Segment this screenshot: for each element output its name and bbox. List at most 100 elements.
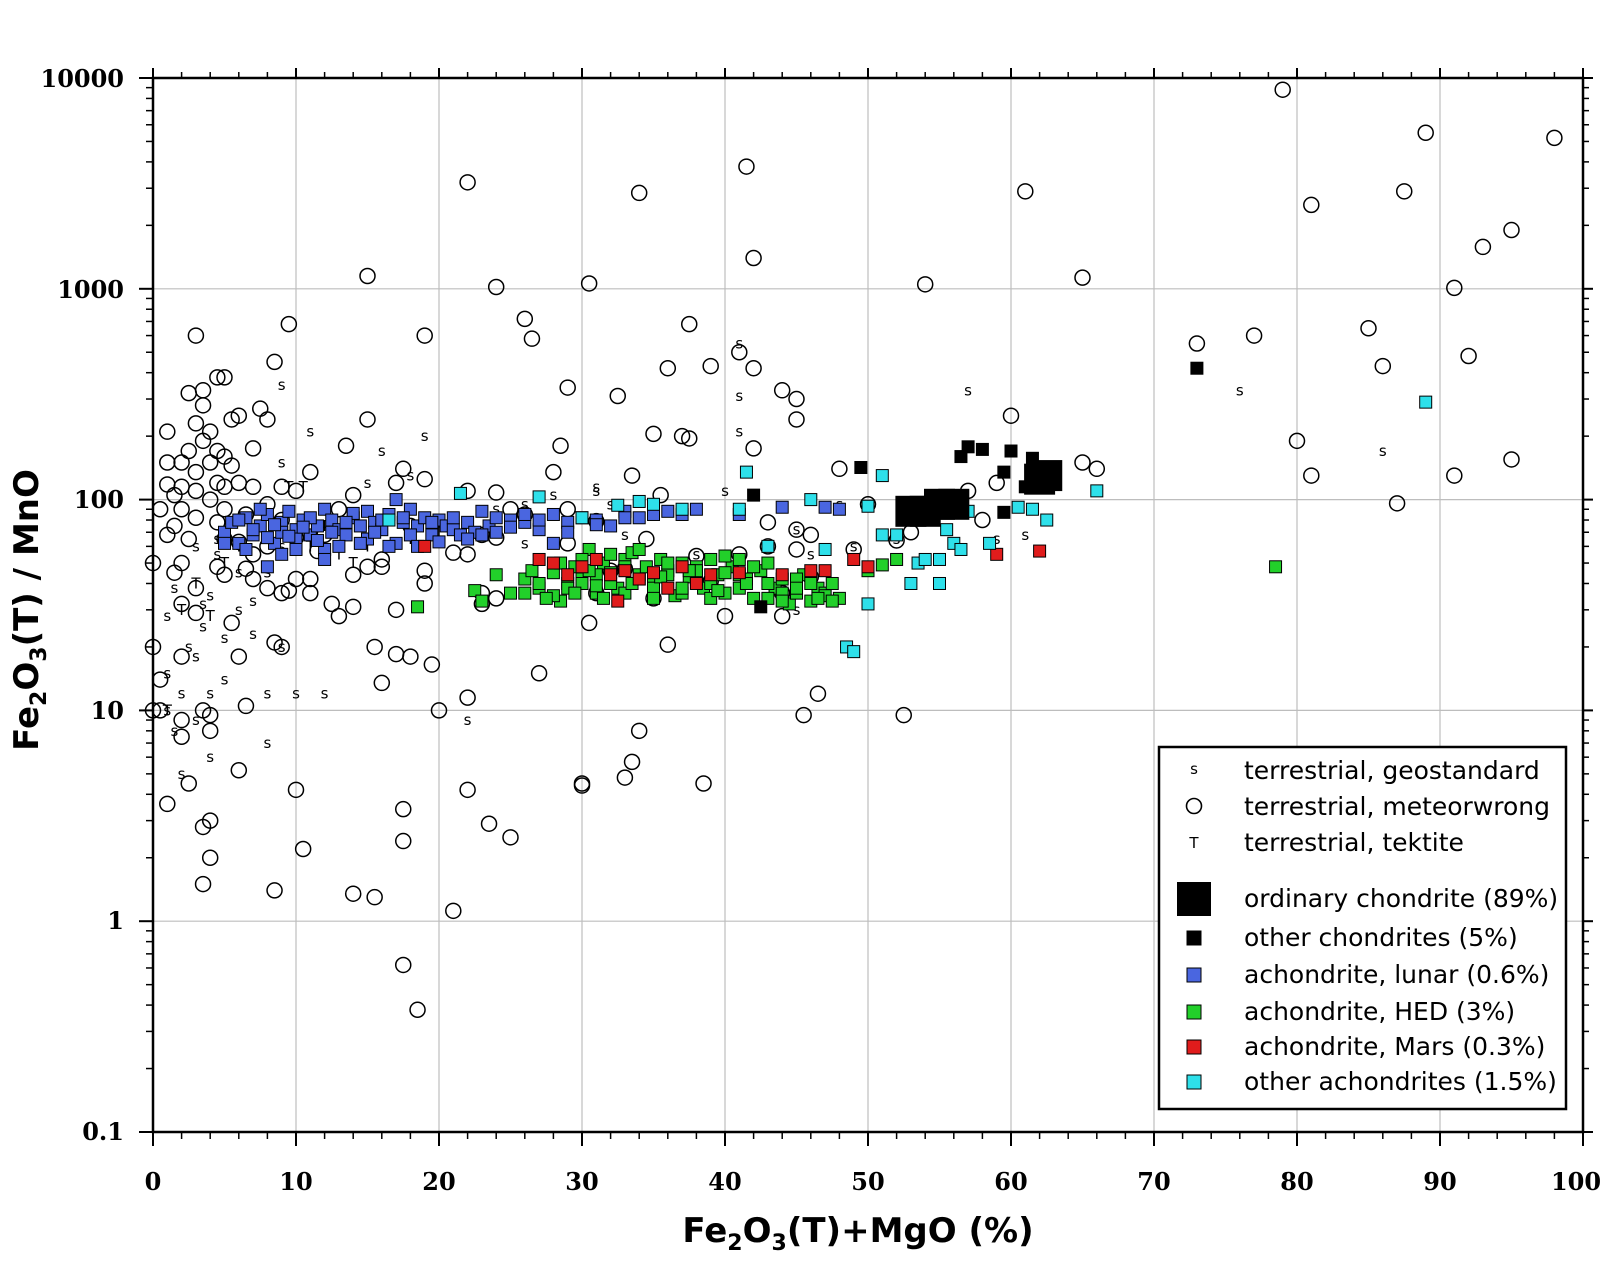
meteorwrong-point [895, 706, 912, 724]
meteorwrong-point [681, 315, 698, 333]
lunar-point [296, 520, 310, 534]
hed-point [647, 591, 660, 605]
hed-point [890, 552, 904, 566]
meteorwrong-point [638, 530, 655, 548]
geostandard-point: s [163, 664, 171, 682]
meteorwrong-point [580, 275, 598, 292]
meteorwrong-point [609, 387, 626, 405]
lunar-point [396, 511, 410, 525]
meteorwrong-point [1274, 81, 1291, 98]
meteorwrong-point [731, 344, 748, 361]
meteorwrong-point [230, 648, 248, 665]
hed-point [732, 552, 746, 566]
lunar-point [282, 504, 296, 518]
meteorwrong-point [809, 685, 827, 702]
geostandard-point: s [235, 564, 243, 582]
meteorwrong-point [459, 689, 476, 706]
meteorwrong-point [430, 702, 448, 719]
meteorwrong-point [187, 509, 205, 527]
meteorwrong-point [216, 448, 233, 465]
meteorwrong-point [409, 1001, 426, 1019]
tektite-point: T [319, 517, 330, 535]
meteorwrong-point [773, 382, 791, 399]
lunar-point [239, 542, 253, 556]
lunar-point [532, 513, 546, 527]
x-tick-label: 80 [1280, 1167, 1313, 1196]
lunar-point [432, 535, 446, 549]
geostandard-point: s [793, 601, 801, 619]
meteorwrong-point [216, 566, 233, 584]
meteorwrong-point [573, 777, 591, 794]
hed-point [539, 591, 553, 605]
hed-point [718, 566, 732, 580]
hed-point [489, 568, 503, 582]
geostandard-point: s [807, 545, 815, 563]
tektite-point: T [190, 574, 201, 592]
lunar-point [403, 528, 417, 542]
mars-point [575, 560, 589, 574]
meteorwrong-point [1002, 407, 1020, 424]
meteorwrong-point [487, 278, 505, 296]
geostandard-point: s [178, 765, 186, 783]
x-tick-label: 70 [1137, 1167, 1170, 1196]
other_ach-point [890, 528, 904, 542]
meteorwrong-point [373, 674, 391, 692]
lunar-point [475, 528, 489, 542]
legend-label: achondrite, Mars (0.3%) [1244, 1032, 1545, 1061]
meteorwrong-point [266, 353, 283, 371]
geostandard-point: s [993, 530, 1001, 548]
ordinary-series [895, 460, 1063, 527]
meteorwrong-point [230, 407, 248, 424]
meteorwrong-point [244, 440, 262, 457]
mars-point [732, 566, 746, 580]
hed-point [790, 581, 803, 595]
meteorwrong-point [759, 538, 777, 555]
geostandard-point: s [171, 722, 179, 740]
x-tick-label: 30 [565, 1167, 598, 1196]
x-axis-title: Fe2O3(T)+MgO (%) [682, 1211, 1033, 1256]
lunar-point [775, 500, 789, 514]
meteorwrong-point [416, 575, 433, 592]
mars-point [532, 552, 546, 566]
meteorwrong-point [745, 359, 762, 377]
meteorwrong-point [630, 184, 648, 202]
meteorwrong-point [280, 315, 298, 333]
meteorwrong-point [916, 276, 934, 293]
legend-label: ordinary chondrite (89%) [1244, 884, 1558, 913]
geostandard-point: s [192, 711, 200, 729]
meteorwrong-point [759, 514, 777, 531]
meteorwrong-point [1446, 467, 1463, 484]
lunar-point [318, 552, 332, 566]
other_ach-point [875, 528, 889, 542]
meteorwrong-point [480, 815, 498, 832]
meteorwrong-point [337, 437, 355, 455]
meteorwrong-point [159, 795, 176, 813]
other-achondrites-symbol [1186, 1074, 1202, 1090]
geostandard-point: s [464, 711, 472, 729]
meteorwrong-point [423, 656, 441, 673]
mars-point [661, 581, 675, 595]
mars-point [589, 552, 603, 566]
y-tick-label: 0.1 [82, 1117, 124, 1146]
meteorwrong-point [1417, 124, 1434, 141]
other_ach-point [1419, 395, 1433, 409]
meteorwrong-point [244, 478, 262, 496]
x-tick-label: 20 [422, 1167, 455, 1196]
lunar-point [282, 529, 296, 543]
mars-point [418, 539, 432, 553]
legend-label: other chondrites (5%) [1244, 923, 1518, 952]
lunar-point [561, 525, 575, 539]
lunar-point [353, 536, 367, 550]
lunar-point [618, 511, 632, 525]
meteorwrong-point [323, 595, 340, 613]
geostandard-point: s [235, 601, 243, 619]
lunar-point [368, 525, 382, 539]
meteorwrong-point [1303, 467, 1320, 484]
geostandard-point: s [221, 629, 229, 647]
geostandard-point: s [850, 537, 858, 555]
meteorwrong-point [716, 607, 734, 625]
mars-point [804, 564, 818, 578]
meteorwrong-point [330, 500, 348, 518]
y-tick-label: 1 [107, 906, 124, 935]
